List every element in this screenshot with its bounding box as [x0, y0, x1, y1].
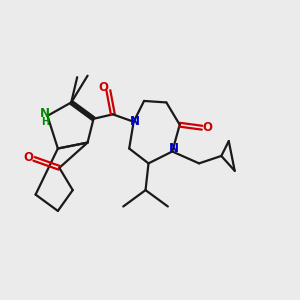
Text: N: N	[40, 107, 50, 120]
Text: H: H	[41, 117, 49, 128]
Text: O: O	[98, 81, 108, 94]
Text: N: N	[169, 142, 179, 155]
Text: O: O	[24, 151, 34, 164]
Text: N: N	[130, 115, 140, 128]
Text: O: O	[202, 121, 212, 134]
